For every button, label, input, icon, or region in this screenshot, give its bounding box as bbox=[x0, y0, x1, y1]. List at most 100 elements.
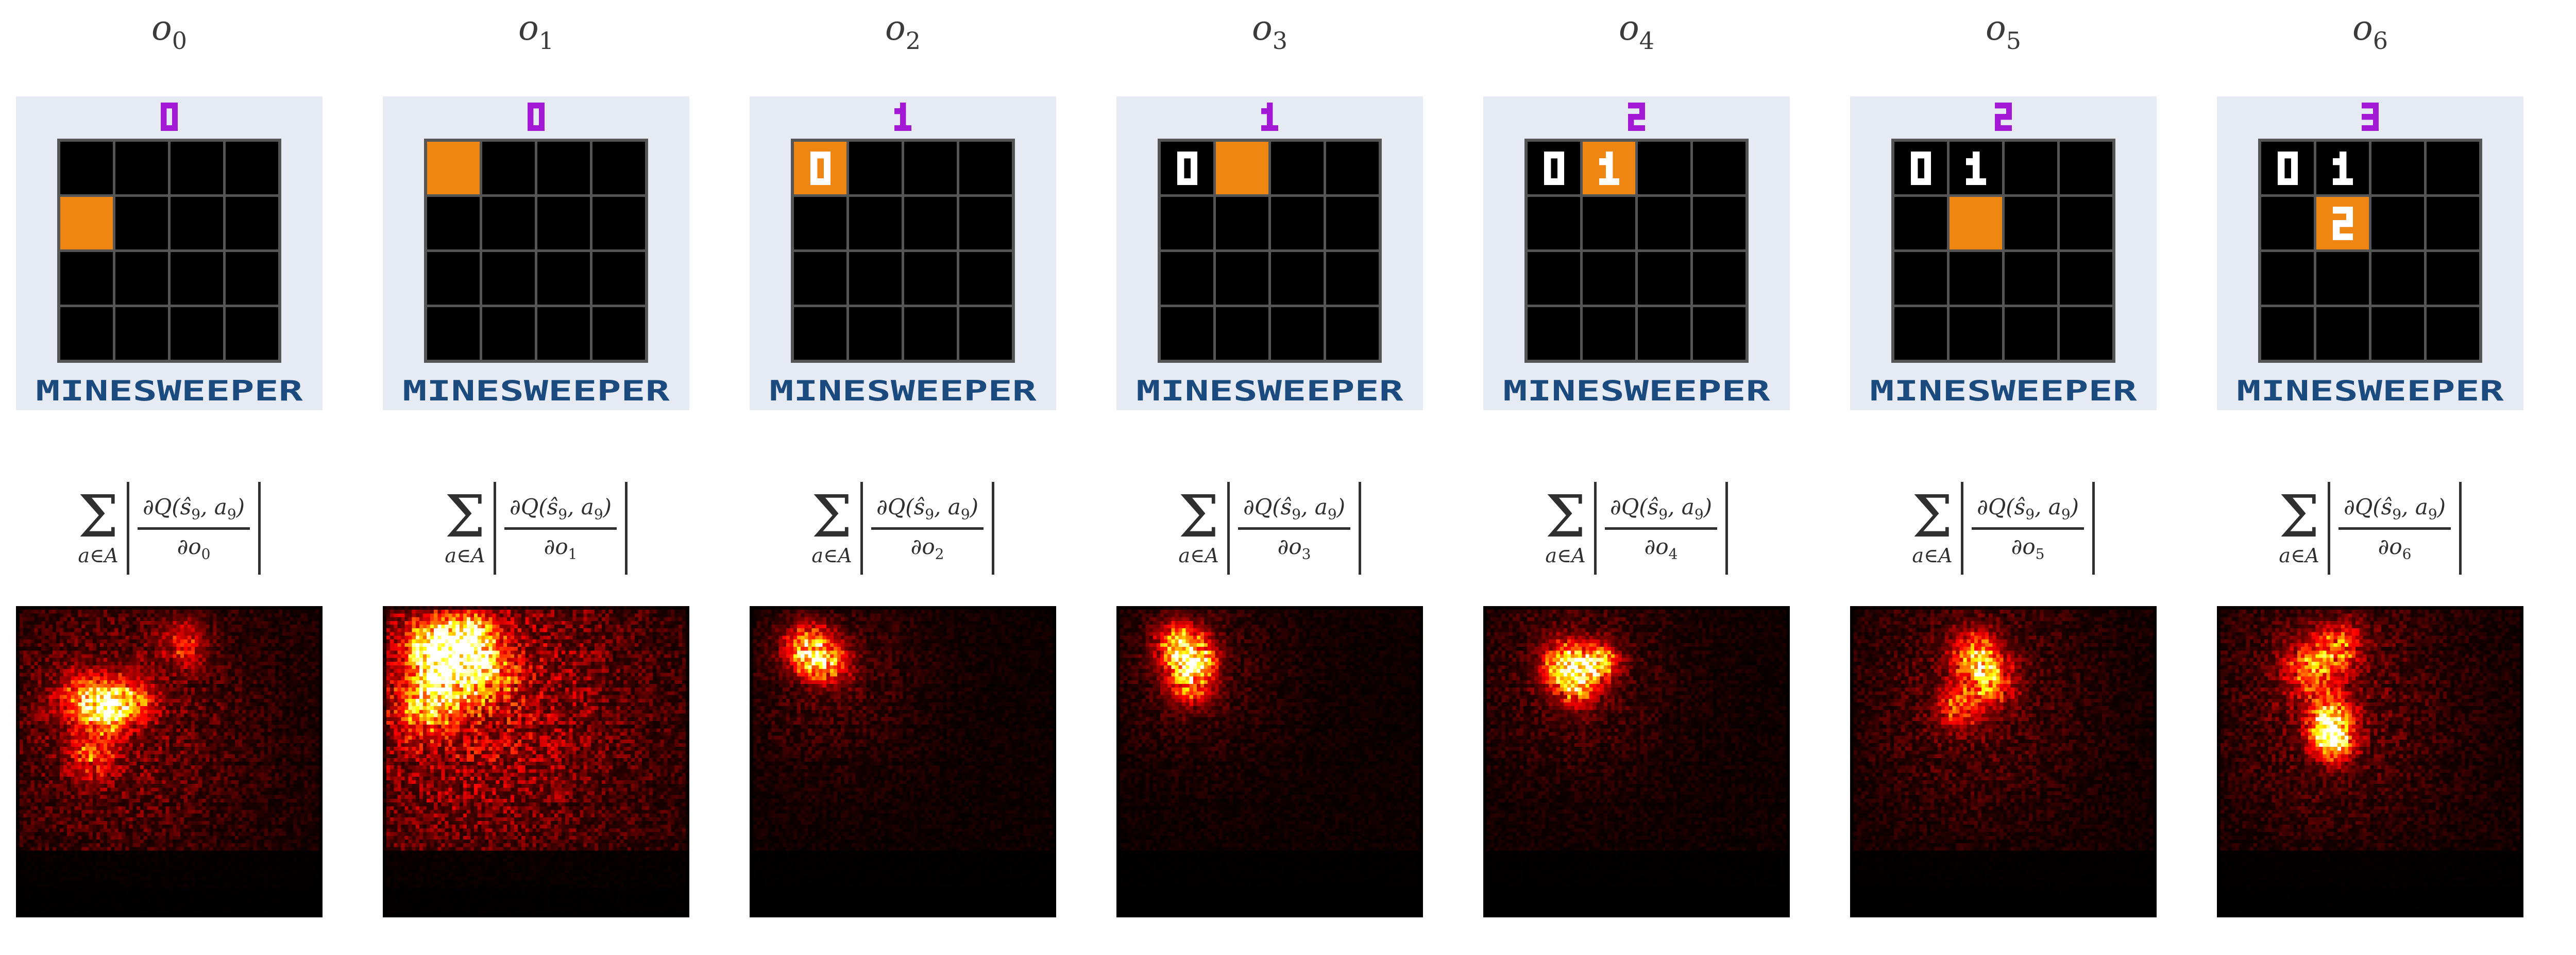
partial-derivative-fraction: ∂Q(ŝ9, a9) ∂o3 bbox=[1238, 494, 1351, 562]
board-cell-r3c3 bbox=[1693, 307, 1745, 360]
sigma-glyph: Σ bbox=[1545, 483, 1586, 550]
numerator-sub-s: 9 bbox=[1658, 506, 1668, 523]
mines-counter bbox=[383, 103, 689, 131]
board-cell-r1c2 bbox=[2371, 197, 2424, 249]
board-cell-r3c2 bbox=[537, 307, 590, 360]
numerator-sub-a: 9 bbox=[2428, 506, 2437, 523]
minesweeper-board-panel: MINESWEEPER bbox=[2217, 96, 2523, 410]
denominator-text: ∂o bbox=[544, 533, 568, 559]
gradient-heatmap-canvas bbox=[383, 606, 689, 917]
denominator-text: ∂o bbox=[1644, 533, 1669, 559]
board-cell-r2c2 bbox=[904, 252, 957, 305]
gradient-formula: Σ a∈A ∂Q(ŝ9, a9) ∂o3 bbox=[1116, 464, 1423, 593]
figure-column-5: o5 MINESWEEPER Σ a∈A ∂Q(ŝ9, a9) ∂o5 bbox=[1850, 0, 2157, 955]
sigma-glyph: Σ bbox=[77, 483, 119, 550]
fraction-numerator: ∂Q(ŝ9, a9) bbox=[1605, 494, 1718, 530]
board-cell-r0c3 bbox=[226, 142, 278, 194]
numerator-sub-s: 9 bbox=[191, 506, 201, 523]
numerator-comma: , a bbox=[200, 494, 227, 520]
minesweeper-grid bbox=[57, 139, 281, 363]
panel-title-base: o bbox=[151, 8, 172, 48]
board-cell-r3c3 bbox=[2427, 307, 2479, 360]
minesweeper-grid bbox=[1891, 139, 2115, 363]
partial-derivative-fraction: ∂Q(ŝ9, a9) ∂o5 bbox=[1972, 494, 2084, 562]
gradient-heatmap-canvas bbox=[1850, 606, 2157, 917]
digit-0-glyph bbox=[1544, 151, 1564, 185]
board-cell-r0c0 bbox=[2261, 142, 2314, 194]
board-cell-r3c3 bbox=[2060, 307, 2112, 360]
digit-0-glyph bbox=[1177, 151, 1197, 185]
abs-bar-right bbox=[1725, 482, 1728, 575]
partial-derivative-fraction: ∂Q(ŝ9, a9) ∂o4 bbox=[1605, 494, 1718, 562]
minesweeper-grid bbox=[791, 139, 1015, 363]
board-cell-r0c3 bbox=[1326, 142, 1379, 194]
board-cell-r3c0 bbox=[1161, 307, 1213, 360]
numerator-close: ) bbox=[2437, 494, 2446, 520]
numerator-close: ) bbox=[236, 494, 245, 520]
board-cell-r2c0 bbox=[60, 252, 113, 305]
board-cell-r2c3 bbox=[2427, 252, 2479, 305]
board-cell-r1c0 bbox=[1528, 197, 1580, 249]
denominator-text: ∂o bbox=[1277, 533, 1302, 559]
partial-derivative-fraction: ∂Q(ŝ9, a9) ∂o6 bbox=[2338, 494, 2451, 562]
board-cell-r1c2 bbox=[2005, 197, 2057, 249]
digit-0-glyph bbox=[810, 151, 831, 185]
fraction-denominator: ∂o6 bbox=[2378, 530, 2412, 562]
board-cell-r3c0 bbox=[60, 307, 113, 360]
figure-column-4: o4 MINESWEEPER Σ a∈A ∂Q(ŝ9, a9) ∂o4 bbox=[1483, 0, 1790, 955]
denominator-subscript: 5 bbox=[2035, 545, 2045, 562]
board-cell-r0c2 bbox=[1271, 142, 1324, 194]
board-cell-r1c1 bbox=[1216, 197, 1268, 249]
digit-1-glyph bbox=[1965, 151, 1986, 185]
summation-symbol: Σ a∈A bbox=[1545, 483, 1586, 566]
minesweeper-logo-text: MINESWEEPER bbox=[2515, 375, 2576, 407]
gradient-formula: Σ a∈A ∂Q(ŝ9, a9) ∂o4 bbox=[1483, 464, 1790, 593]
summation-symbol: Σ a∈A bbox=[2279, 488, 2319, 566]
fraction-denominator: ∂o5 bbox=[2011, 530, 2045, 562]
board-cell-r1c3 bbox=[592, 197, 645, 249]
gradient-heatmap-canvas bbox=[1116, 606, 1423, 917]
board-cell-r0c3 bbox=[592, 142, 645, 194]
gradient-heatmap-canvas bbox=[2217, 606, 2523, 917]
minesweeper-board-panel: MINESWEEPER bbox=[1116, 96, 1423, 410]
minesweeper-grid bbox=[1524, 139, 1749, 363]
denominator-subscript: 1 bbox=[568, 545, 578, 562]
board-cell-r2c2 bbox=[171, 252, 223, 305]
digit-1-glyph bbox=[894, 103, 911, 131]
mines-counter bbox=[16, 103, 323, 131]
board-cell-r1c3 bbox=[1693, 197, 1745, 249]
sigma-glyph: Σ bbox=[444, 483, 486, 550]
board-cell-r2c0 bbox=[1528, 252, 1580, 305]
panel-title-base: o bbox=[2352, 8, 2373, 48]
gradient-heatmap-canvas bbox=[750, 606, 1056, 917]
sigma-glyph: Σ bbox=[811, 483, 853, 550]
minesweeper-logo-text: MINESWEEPER bbox=[1136, 375, 1403, 407]
panel-title-subscript: 4 bbox=[1639, 27, 1655, 55]
board-cell-r3c0 bbox=[427, 307, 480, 360]
board-cell-r3c0 bbox=[1894, 307, 1947, 360]
board-cell-r1c3 bbox=[226, 197, 278, 249]
abs-bar-right bbox=[258, 482, 261, 575]
gradient-heatmap-canvas bbox=[16, 606, 323, 917]
board-cell-r1c3 bbox=[1326, 197, 1379, 249]
abs-bar-left bbox=[1227, 482, 1230, 575]
denominator-subscript: 0 bbox=[201, 545, 211, 562]
minesweeper-logo-text: MINESWEEPER bbox=[402, 375, 670, 407]
numerator-text: ∂Q(ŝ bbox=[2344, 494, 2393, 520]
board-cell-r0c1 bbox=[1583, 142, 1635, 194]
board-cell-r1c1 bbox=[1583, 197, 1635, 249]
fraction-denominator: ∂o3 bbox=[1278, 530, 1311, 562]
abs-bar-right bbox=[992, 482, 995, 575]
abs-bar-left bbox=[127, 482, 130, 575]
board-cell-r0c3 bbox=[2427, 142, 2479, 194]
fraction-denominator: ∂o4 bbox=[1645, 530, 1678, 562]
numerator-text: ∂Q(ŝ bbox=[1610, 494, 1659, 520]
gradient-formula: Σ a∈A ∂Q(ŝ9, a9) ∂o0 bbox=[16, 464, 323, 593]
numerator-sub-a: 9 bbox=[960, 506, 970, 523]
gradient-heatmap-canvas bbox=[1483, 606, 1790, 917]
minesweeper-grid bbox=[2258, 139, 2482, 363]
digit-0-glyph bbox=[2277, 151, 2298, 185]
numerator-sub-s: 9 bbox=[925, 506, 935, 523]
denominator-subscript: 4 bbox=[1668, 545, 1678, 562]
numerator-comma: , a bbox=[1301, 494, 1328, 520]
